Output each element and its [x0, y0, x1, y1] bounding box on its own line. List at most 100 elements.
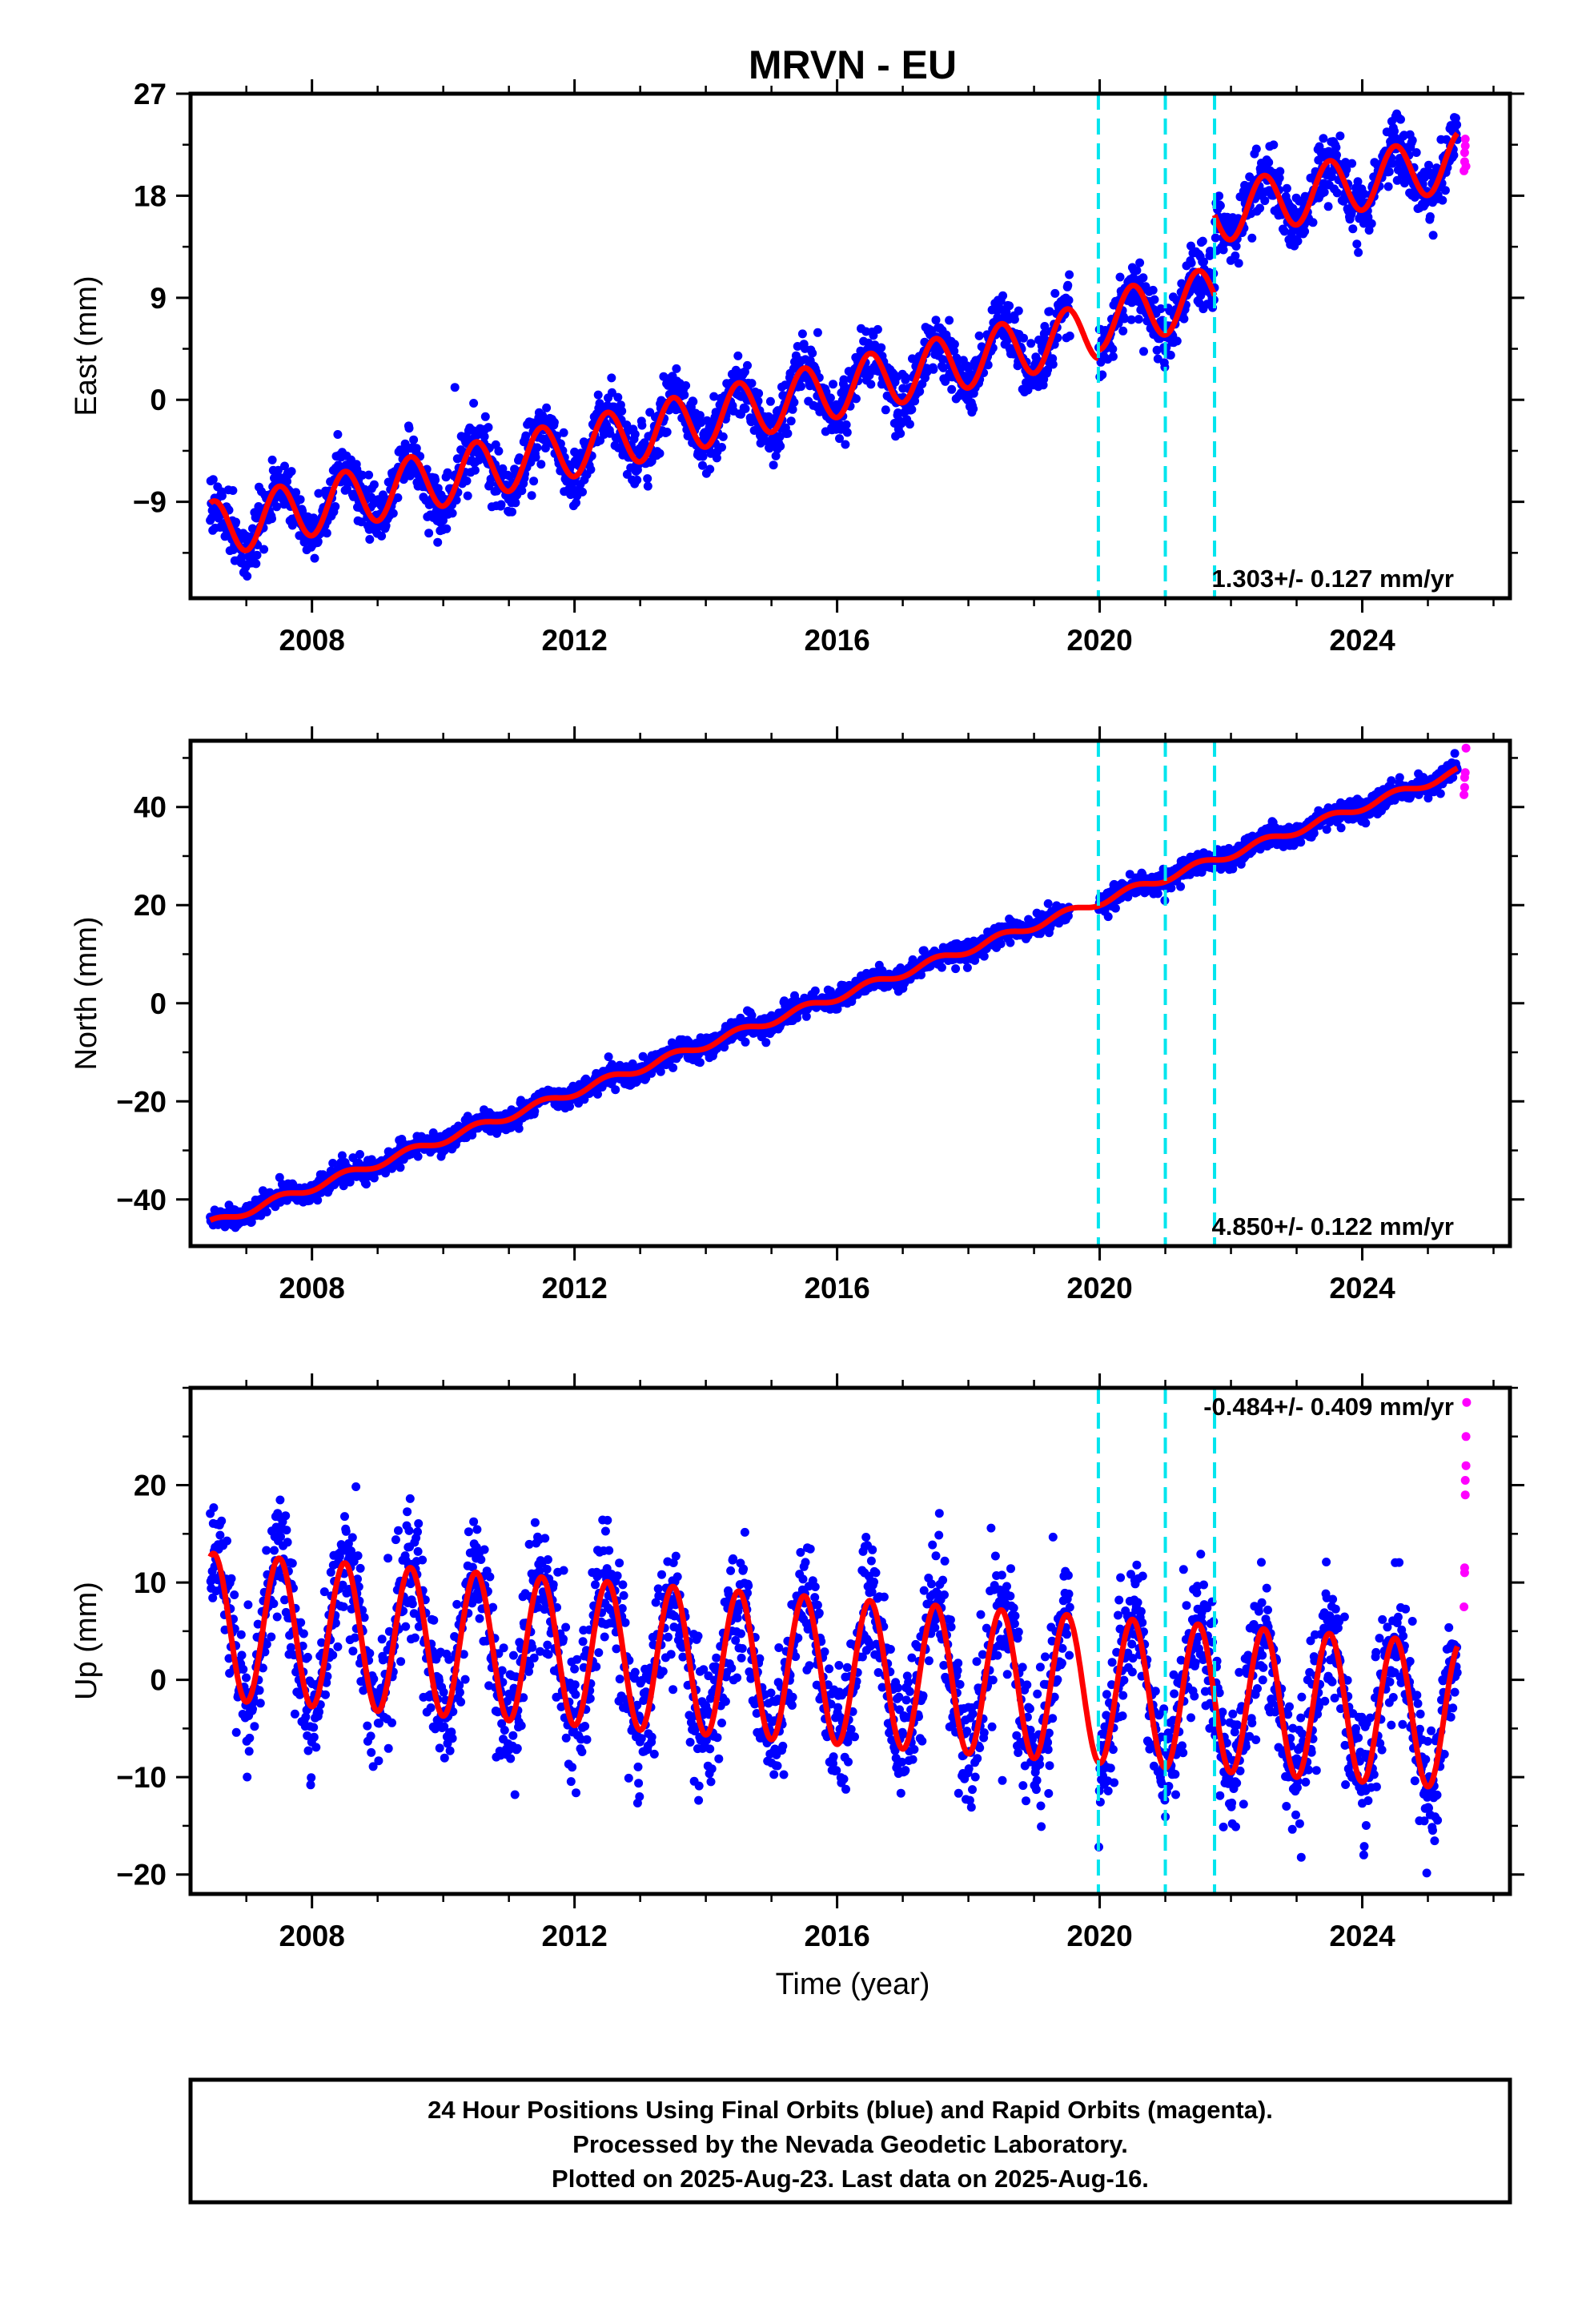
- east-position-point: [1150, 295, 1159, 304]
- east-position-point: [1387, 159, 1397, 168]
- east-position-point: [797, 329, 807, 339]
- east-position-point: [1367, 219, 1376, 228]
- north-position-point: [1176, 882, 1186, 891]
- east-position-point: [1323, 202, 1333, 211]
- figure-title: MRVN - EU: [749, 42, 957, 87]
- east-position-point: [1251, 144, 1261, 154]
- east-position-point: [808, 348, 817, 358]
- east-position-point: [1048, 360, 1058, 369]
- east-position-point: [1359, 189, 1369, 199]
- east-position-point: [532, 443, 542, 452]
- east-position-point: [1347, 159, 1357, 168]
- east-position-point: [797, 382, 805, 392]
- east-position-point: [1319, 134, 1328, 143]
- east-position-point: [1040, 322, 1050, 331]
- east-position-point: [873, 324, 882, 334]
- east-position-point: [267, 514, 276, 524]
- east-position-point: [1039, 329, 1049, 339]
- east-position-point: [1279, 227, 1289, 236]
- east-position-point: [1152, 345, 1162, 355]
- east-position-point: [1153, 354, 1162, 364]
- east-position-point: [983, 360, 993, 370]
- east-position-point: [1424, 160, 1433, 170]
- north-position-point: [962, 963, 972, 972]
- east-position-point: [974, 331, 984, 340]
- east-position-point: [291, 488, 301, 497]
- east-position-point: [1166, 351, 1175, 360]
- north-position-point: [741, 1037, 750, 1047]
- east-position-point: [1014, 306, 1023, 316]
- east-position-point: [1234, 259, 1243, 268]
- north-position-point: [810, 986, 820, 995]
- east-position-point: [1452, 120, 1462, 130]
- east-position-point: [484, 423, 493, 432]
- north-position-point: [1361, 818, 1371, 828]
- east-position-point: [287, 467, 296, 476]
- east-position-point: [1134, 315, 1143, 324]
- east-position-point: [1348, 224, 1358, 234]
- east-position-point: [586, 464, 596, 474]
- east-y-tick-label: 9: [150, 282, 167, 315]
- east-position-point: [377, 531, 387, 541]
- east-position-point: [945, 316, 954, 325]
- east-position-point: [947, 384, 957, 394]
- east-position-point: [655, 448, 665, 458]
- east-position-point: [1215, 201, 1225, 211]
- east-position-point: [593, 390, 603, 400]
- north-position-point: [1166, 883, 1176, 893]
- east-position-point: [1186, 241, 1195, 251]
- east-position-point: [572, 498, 580, 508]
- east-position-point: [1364, 226, 1374, 235]
- east-position-point: [786, 416, 796, 426]
- east-position-point: [1438, 195, 1447, 205]
- east-position-point: [643, 474, 652, 484]
- east-position-point: [1139, 347, 1148, 356]
- east-position-point: [1211, 233, 1220, 243]
- east-position-point: [1065, 332, 1074, 340]
- east-position-point: [747, 379, 757, 388]
- east-position-point: [969, 404, 978, 413]
- east-position-point: [228, 486, 238, 495]
- east-position-point: [511, 498, 520, 508]
- east-position-point: [333, 430, 343, 439]
- east-position-point: [1451, 114, 1460, 123]
- east-position-point: [433, 484, 443, 493]
- east-position-point: [433, 537, 443, 547]
- east-position-point: [1449, 151, 1459, 160]
- east-position-point: [1156, 304, 1166, 313]
- east-position-point: [743, 360, 752, 370]
- east-position-point: [1108, 344, 1118, 354]
- north-position-point: [1336, 823, 1346, 833]
- east-position-point: [931, 316, 941, 325]
- east-position-point: [272, 502, 282, 512]
- east-position-point: [549, 417, 559, 427]
- east-position-point: [841, 420, 851, 429]
- north-position-point: [656, 1067, 665, 1076]
- east-y-tick-label: 27: [134, 78, 167, 111]
- north-position-point: [355, 1150, 364, 1159]
- east-position-point: [529, 476, 539, 486]
- east-position-point: [358, 470, 367, 480]
- east-position-point: [1231, 242, 1241, 251]
- north-position-point: [1296, 838, 1306, 847]
- east-position-point: [252, 550, 262, 560]
- east-position-point: [1215, 191, 1224, 201]
- east-position-point: [607, 373, 616, 383]
- east-x-tick-label: 2012: [541, 624, 607, 657]
- east-position-point: [1050, 288, 1060, 298]
- east-position-point: [813, 328, 822, 337]
- east-position-point: [1199, 257, 1208, 267]
- east-position-point: [771, 451, 781, 460]
- east-position-point: [517, 486, 527, 496]
- east-position-point: [950, 346, 959, 356]
- east-position-point: [841, 440, 850, 449]
- north-position-point: [1153, 889, 1162, 899]
- east-position-point: [1260, 196, 1270, 206]
- east-rapid-orbit-point: [1460, 135, 1470, 144]
- east-position-point: [1383, 182, 1393, 191]
- east-x-tick-label: 2008: [279, 624, 345, 657]
- east-position-point: [1314, 155, 1323, 165]
- north-position-point: [1103, 912, 1113, 922]
- east-position-point: [1407, 135, 1417, 145]
- east-position-point: [1231, 251, 1240, 260]
